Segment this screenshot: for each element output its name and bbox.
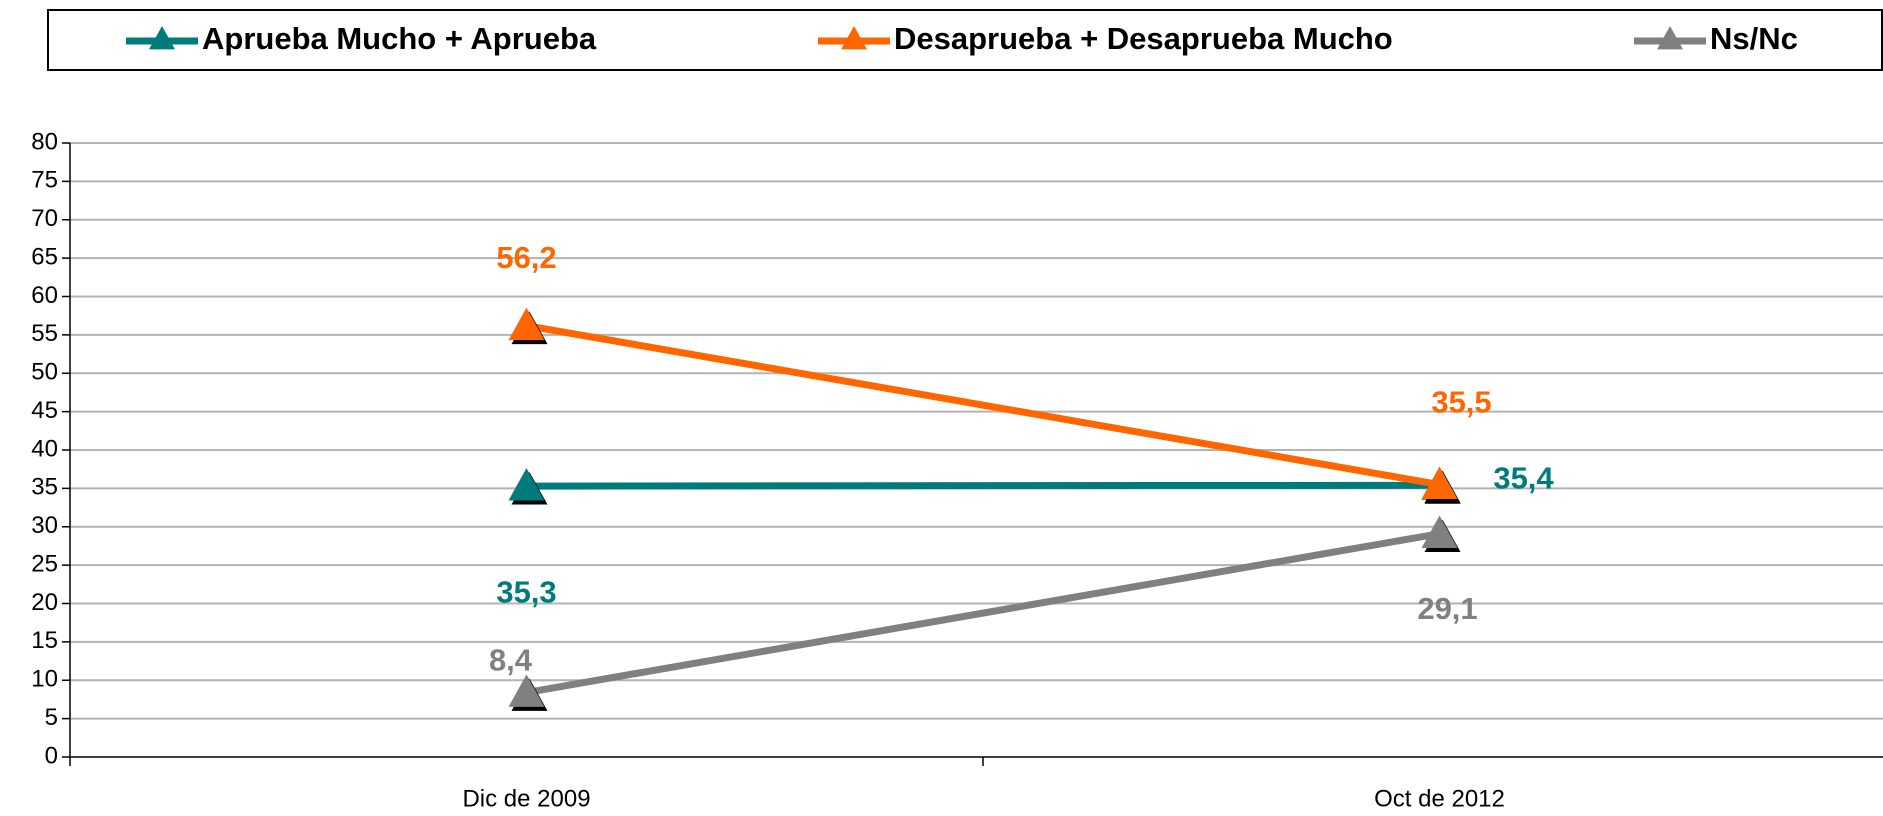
marker [1421, 466, 1458, 499]
marker [508, 674, 545, 707]
value-label: 35,3 [496, 574, 556, 609]
y-tick-label: 75 [31, 167, 58, 194]
legend-label: Aprueba Mucho + Aprueba [202, 21, 597, 56]
y-tick-label: 45 [31, 397, 58, 424]
legend-marker [841, 26, 867, 50]
value-label: 8,4 [489, 643, 533, 678]
y-tick-label: 5 [45, 704, 58, 731]
y-tick-label: 40 [31, 435, 58, 462]
y-tick-label: 60 [31, 282, 58, 309]
y-tick-label: 10 [31, 666, 58, 693]
series-line [525, 530, 1441, 696]
y-tick-label: 55 [31, 320, 58, 347]
series-line [526, 481, 1440, 490]
legend-marker [149, 26, 175, 50]
value-label: 35,4 [1493, 460, 1554, 495]
legend-box [47, 9, 1883, 71]
y-tick-label: 80 [31, 128, 58, 155]
legend-marker [1657, 26, 1683, 50]
y-tick-label: 0 [45, 742, 58, 769]
y-tick-label: 70 [31, 205, 58, 232]
series-line [525, 322, 1441, 488]
x-tick-label: Dic de 2009 [462, 785, 590, 812]
y-tick-label: 15 [31, 627, 58, 654]
y-tick-label: 50 [31, 359, 58, 386]
y-tick-label: 65 [31, 243, 58, 270]
legend-label: Ns/Nc [1710, 21, 1798, 56]
y-tick-label: 30 [31, 512, 58, 539]
y-tick-label: 25 [31, 550, 58, 577]
y-tick-label: 35 [31, 474, 58, 501]
marker [508, 307, 545, 341]
value-label: 56,2 [496, 240, 556, 275]
marker [1421, 515, 1458, 549]
value-label: 29,1 [1417, 591, 1477, 626]
value-label: 35,5 [1431, 385, 1491, 420]
legend-label: Desaprueba + Desaprueba Mucho [894, 21, 1393, 56]
x-tick-label: Oct de 2012 [1374, 785, 1505, 812]
y-tick-label: 20 [31, 589, 58, 616]
marker [508, 468, 545, 501]
